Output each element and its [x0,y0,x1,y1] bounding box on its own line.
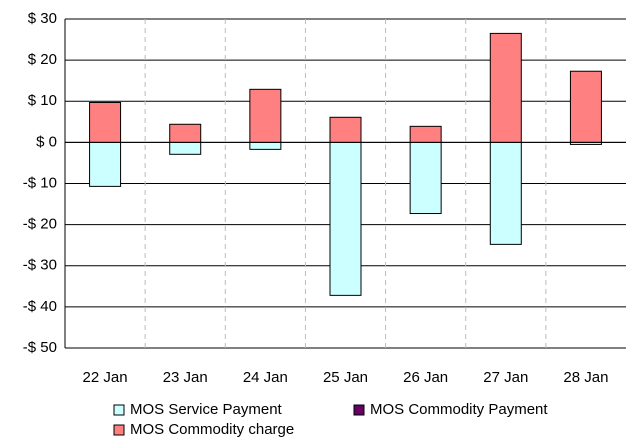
bar [489,32,522,143]
y-tick-label: -$ 40 [23,298,57,315]
x-tick-label: 22 Jan [83,369,128,386]
legend-swatch [353,404,365,416]
bar [249,141,282,150]
legend-label: MOS Commodity Payment [370,401,548,418]
bar [329,141,362,296]
x-tick-label: 23 Jan [163,369,208,386]
bar [89,141,122,187]
y-tick-label: $ 10 [28,92,57,109]
x-tick-label: 25 Jan [323,369,368,386]
bar [409,125,442,143]
bar [169,141,202,155]
bar [569,70,602,143]
legend-label: MOS Service Payment [130,401,283,418]
y-tick-label: $ 30 [28,10,57,27]
y-tick-label: -$ 20 [23,216,57,233]
x-tick-label: 24 Jan [243,369,288,386]
x-tick-label: 28 Jan [563,369,608,386]
bar [409,141,442,215]
bar [489,141,522,245]
y-tick-label: -$ 10 [23,174,57,191]
bar [169,123,202,143]
x-tick-label: 26 Jan [403,369,448,386]
x-tick-label: 27 Jan [483,369,528,386]
legend-swatch [113,404,125,416]
y-tick-label: -$ 50 [23,339,57,356]
y-tick-label: $ 20 [28,51,57,68]
y-tick-label: -$ 30 [23,257,57,274]
legend-swatch [113,424,125,436]
bar [249,88,282,143]
legend-label: MOS Commodity charge [130,421,294,438]
y-tick-label: $ 0 [36,133,57,150]
bar [89,101,122,143]
bar [329,116,362,143]
